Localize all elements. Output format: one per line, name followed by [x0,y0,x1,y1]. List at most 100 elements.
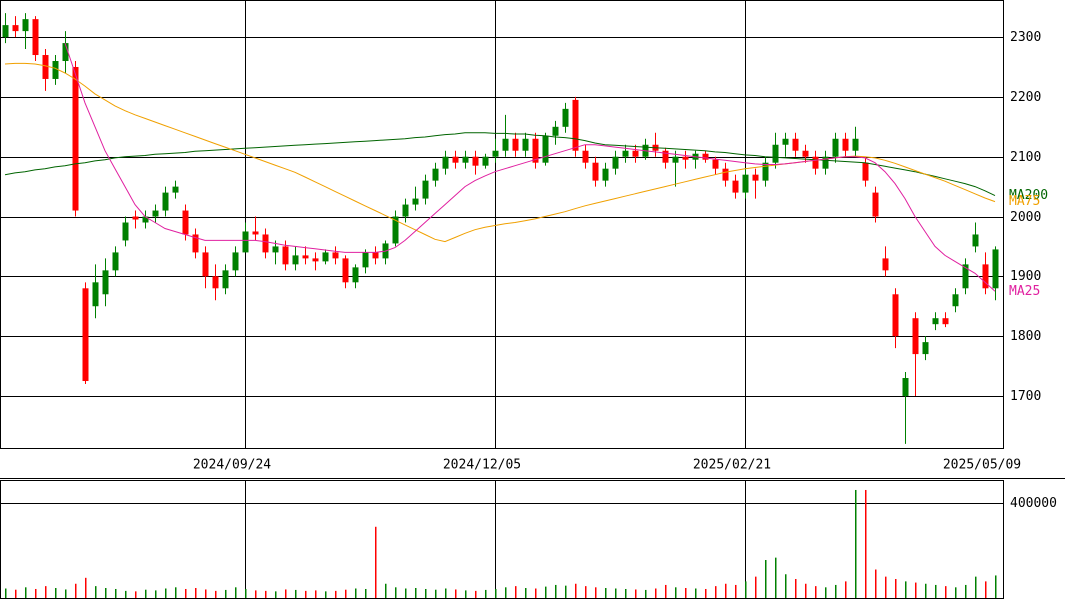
volume-bar [435,589,437,598]
candle-body [272,246,279,253]
candle-body [632,150,639,157]
candle-body [552,126,559,136]
candle-body [302,255,309,259]
volume-bar [625,588,627,598]
candle-body [142,216,149,223]
candle-body [782,138,789,145]
candle-body [492,150,499,157]
candle-body [232,252,239,271]
candle-body [882,258,889,271]
candle-body [562,108,569,127]
volume-bar [815,586,817,598]
candle-body [402,204,409,217]
candle-body [762,162,769,181]
volume-bar [985,581,987,598]
candle-body [152,210,159,217]
candle-body [682,156,689,160]
candle-body [72,66,79,211]
volume-bar [605,588,607,598]
volume-bar [555,584,557,598]
volume-bar [645,589,647,598]
candle-body [862,162,869,181]
volume-bar [615,588,617,598]
candle-body [312,258,319,262]
volume-bar [35,588,37,598]
volume-bar [415,588,417,598]
volume-bar [535,588,537,598]
candle-body [842,138,849,151]
volume-bar [545,586,547,598]
volume-bar [55,588,57,598]
candle-body [2,25,9,38]
volume-bar [965,584,967,598]
candle-body [482,156,489,166]
volume-bar [845,581,847,598]
candle-body [962,264,969,289]
volume-bar [755,576,757,598]
y-tick-label: 2300 [1010,30,1041,45]
volume-bar [275,591,277,598]
candle-body [522,138,529,151]
volume-bar [525,588,527,598]
candle-body [582,150,589,163]
volume-bar [65,589,67,598]
candle-body [702,153,709,160]
volume-bar [365,588,367,598]
candle-body [932,318,939,325]
candle-body [52,61,59,79]
candle-body [602,168,609,181]
volume-bar [785,574,787,598]
candle-body [292,255,299,265]
volume-bar [95,586,97,598]
candle-body [432,168,439,181]
candle-body [92,282,99,307]
volume-bar [575,583,577,598]
volume-bar [725,583,727,598]
candle-body [222,270,229,289]
volume-bar [155,590,157,598]
volume-bar [695,588,697,598]
candle-body [62,43,69,62]
volume-bar [635,589,637,598]
volume-bar [875,569,877,598]
volume-bar [925,583,927,598]
candle-body [162,192,169,211]
volume-bar [915,582,917,598]
volume-bar [235,587,237,598]
volume-bar [885,576,887,598]
candle-body [662,150,669,163]
y-tick-label: 1700 [1010,389,1041,404]
volume-bar [295,589,297,598]
volume-bar [135,591,137,598]
candle-body [572,99,579,151]
y-tick-label: 2000 [1010,210,1041,225]
v-tick-label: 400000 [1010,496,1057,511]
ma-line [64,42,996,292]
candle-body [242,231,249,253]
candle-body [212,276,219,289]
candle-body [502,138,509,151]
volume-bar [475,590,477,598]
candle-body [922,342,929,355]
candle-body [832,138,839,157]
candle-body [132,216,139,220]
volume-bar [315,590,317,598]
x-tick-label: 2024/12/05 [443,458,521,473]
volume-bar [895,579,897,598]
y-tick-label: 1800 [1010,329,1041,344]
volume-bar [115,588,117,598]
candle-body [512,138,519,151]
legend-label: MA200 [1009,188,1048,203]
candle-body [792,138,799,151]
volume-bar [455,589,457,598]
volume-bar [775,557,777,598]
volume-bar [855,489,857,598]
volume-bar [515,586,517,598]
volume-bar [795,579,797,598]
candle-body [872,192,879,217]
volume-bar [385,583,387,598]
volume-bar [425,588,427,598]
volume-bar [945,586,947,598]
volume-bar [585,586,587,598]
volume-bar [495,588,497,598]
